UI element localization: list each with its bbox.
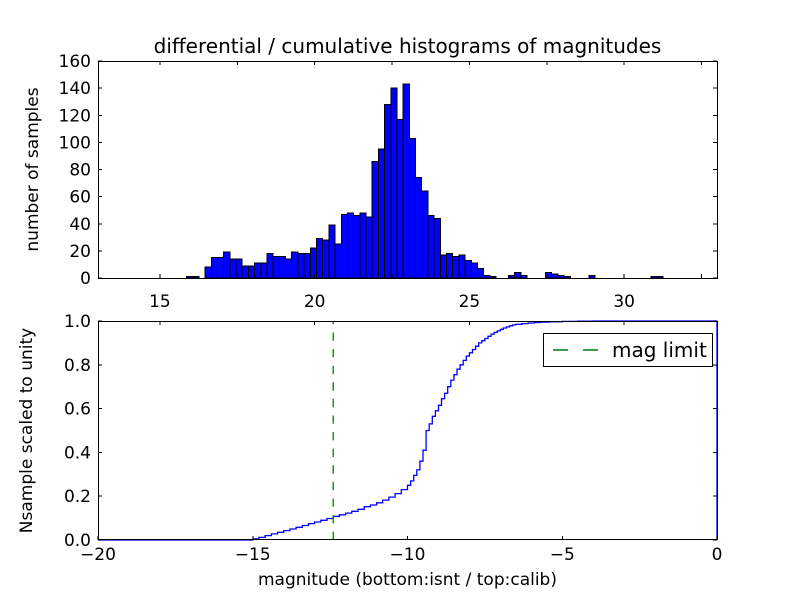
- histogram-bar: [433, 217, 441, 279]
- histogram-bar: [353, 215, 361, 279]
- tick-label: 0.4: [64, 443, 91, 463]
- bottom-plot-tick-labels: 0.0 0.2 0.4 0.6 0.8 1.0 −20 −15 −10 −5 0: [64, 312, 722, 565]
- histogram-bar: [216, 257, 225, 279]
- legend-box: [543, 333, 713, 367]
- histogram-bars: [186, 83, 664, 279]
- tick-label: −10: [390, 545, 426, 565]
- histogram-bar: [483, 274, 491, 279]
- tick-label: 25: [459, 292, 481, 312]
- histogram-bar: [278, 255, 287, 279]
- tick-label: 80: [69, 161, 91, 181]
- histogram-bar: [557, 274, 565, 279]
- histogram-bar: [415, 177, 423, 279]
- histogram-bar: [303, 253, 311, 279]
- histogram-bar: [359, 212, 367, 279]
- histogram-bar: [656, 276, 664, 279]
- histogram-bar: [229, 258, 237, 279]
- tick-label: 0.6: [64, 400, 91, 420]
- tick-label: 0: [712, 545, 723, 565]
- histogram-bar: [241, 265, 249, 279]
- histogram-bar: [291, 251, 299, 279]
- tick-label: 1.0: [64, 312, 91, 332]
- tick-label: 0.2: [64, 487, 91, 507]
- histogram-bar: [322, 239, 330, 279]
- tick-label: 100: [59, 133, 91, 153]
- histogram-bar: [421, 190, 429, 279]
- histogram-bar: [340, 213, 348, 279]
- histogram-bar: [371, 160, 379, 279]
- histogram-bar: [297, 253, 305, 279]
- top-y-axis-label: number of samples: [23, 87, 43, 251]
- tick-label: −15: [235, 545, 271, 565]
- histogram-bar: [514, 272, 522, 279]
- top-plot-ticks: [98, 60, 717, 279]
- tick-label: −20: [80, 545, 116, 565]
- tick-label: 140: [59, 79, 91, 99]
- histogram-bar: [223, 251, 231, 279]
- histogram-bar: [439, 254, 447, 279]
- x-axis-label: magnitude (bottom:isnt / top:calib): [258, 570, 557, 590]
- tick-label: 0: [80, 269, 91, 289]
- histogram-bar: [470, 262, 478, 279]
- histogram-bar: [254, 262, 262, 279]
- histogram-bar: [520, 274, 528, 279]
- histogram-bar: [272, 255, 280, 279]
- bottom-cumulative-plot: 0.0 0.2 0.4 0.6 0.8 1.0 −20 −15 −10 −5 0 mag limit…: [17, 312, 722, 590]
- histogram-bar: [365, 216, 373, 279]
- histogram-bar: [285, 258, 293, 279]
- histogram-bar: [445, 253, 454, 279]
- histogram-bar: [384, 103, 392, 279]
- histogram-bar: [489, 276, 497, 279]
- tick-label: 0.0: [64, 531, 91, 551]
- histogram-bar: [186, 276, 194, 279]
- histogram-bar: [260, 262, 268, 279]
- histogram-bar: [247, 265, 256, 279]
- bottom-y-axis-label: Nsample scaled to unity: [17, 328, 37, 533]
- histogram-bar: [507, 274, 516, 279]
- tick-label: 160: [59, 52, 91, 72]
- histogram-bar: [192, 276, 200, 279]
- tick-label: 20: [304, 292, 326, 312]
- tick-label: 40: [69, 215, 91, 235]
- histogram-bar: [650, 276, 658, 279]
- histogram-bar: [334, 243, 342, 279]
- histogram-bar: [408, 137, 417, 279]
- histogram-bar: [204, 266, 212, 279]
- histogram-bar: [563, 276, 571, 279]
- histogram-bar: [402, 83, 410, 279]
- histogram-bar: [427, 215, 435, 279]
- histogram-bar: [210, 257, 218, 279]
- histogram-bar: [309, 247, 318, 279]
- figure-title: differential / cumulative histograms of …: [154, 34, 662, 58]
- cumulative-curve: [98, 320, 718, 541]
- histogram-bar: [316, 238, 324, 279]
- tick-label: 60: [69, 188, 91, 208]
- top-plot-tick-labels: 0 20 40 60 80 100 120 140 160 15 20 25 30: [59, 52, 635, 312]
- legend: mag limit: [543, 333, 713, 367]
- histogram-bar: [377, 148, 386, 279]
- histogram-bar: [588, 274, 596, 279]
- tick-label: 0.8: [64, 356, 91, 376]
- tick-label: 30: [613, 292, 635, 312]
- histogram-bar: [390, 87, 398, 279]
- tick-label: 20: [69, 242, 91, 262]
- histogram-bar: [452, 255, 460, 279]
- histogram-bar: [266, 253, 274, 279]
- histogram-bar: [328, 224, 336, 279]
- histogram-bar: [346, 212, 355, 279]
- histogram-bar: [476, 268, 485, 279]
- top-histogram-plot: 0 20 40 60 80 100 120 140 160 15 20 25 30 differenti…: [23, 34, 718, 312]
- histogram-bar: [458, 254, 466, 279]
- histogram-bar: [396, 118, 404, 279]
- histogram-bar: [551, 273, 559, 279]
- tick-label: 15: [149, 292, 171, 312]
- tick-label: −5: [550, 545, 575, 565]
- bottom-plot-ticks: [97, 320, 718, 541]
- tick-label: 120: [59, 106, 91, 126]
- legend-label: mag limit: [612, 338, 707, 362]
- histogram-bar: [464, 259, 472, 279]
